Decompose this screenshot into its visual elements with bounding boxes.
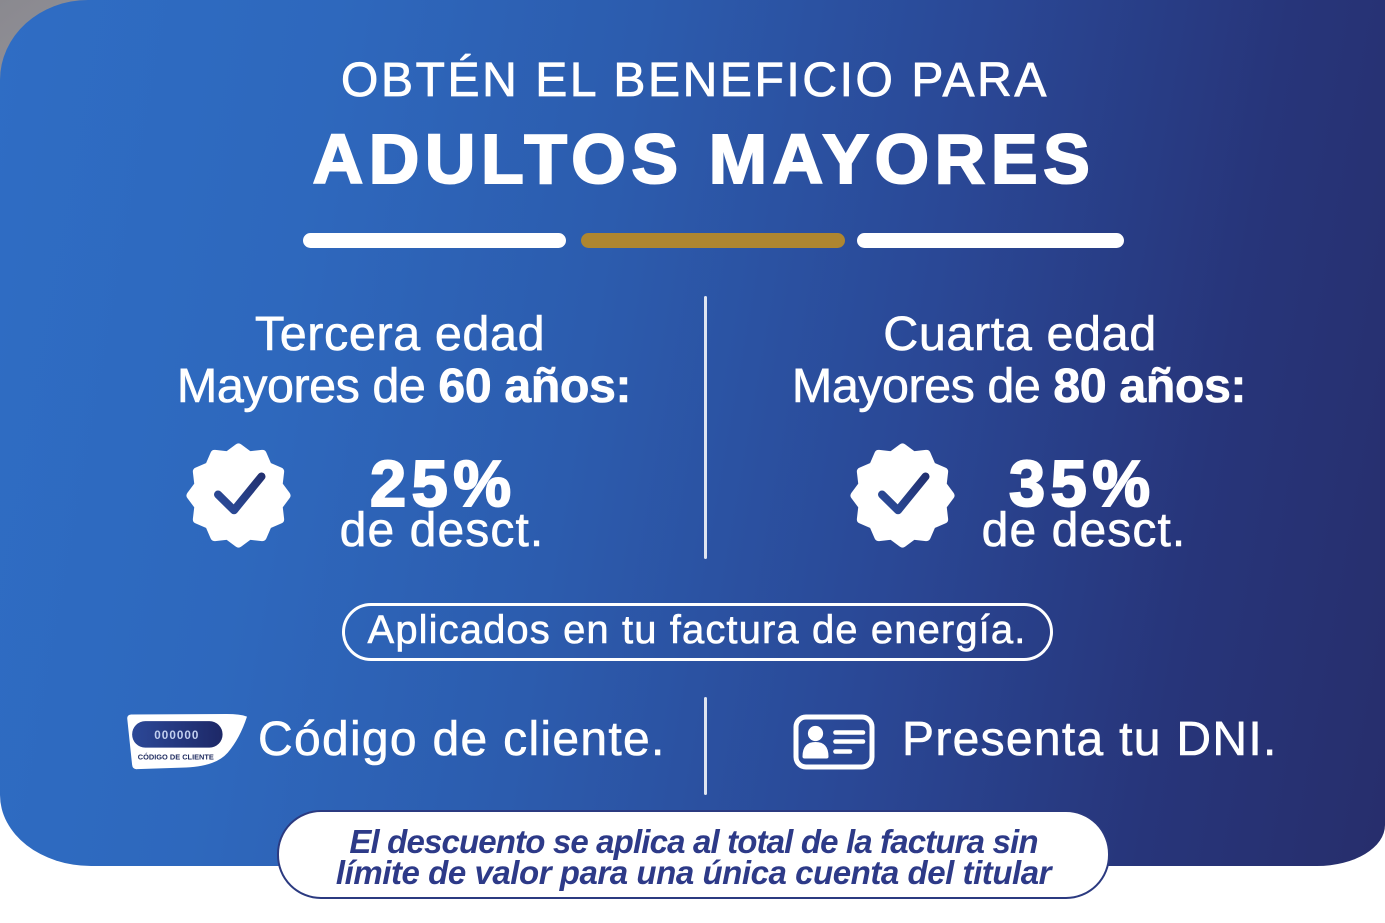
svg-text:000000: 000000 xyxy=(154,729,199,742)
svg-text:CÓDIGO DE CLIENTE: CÓDIGO DE CLIENTE xyxy=(138,752,214,761)
